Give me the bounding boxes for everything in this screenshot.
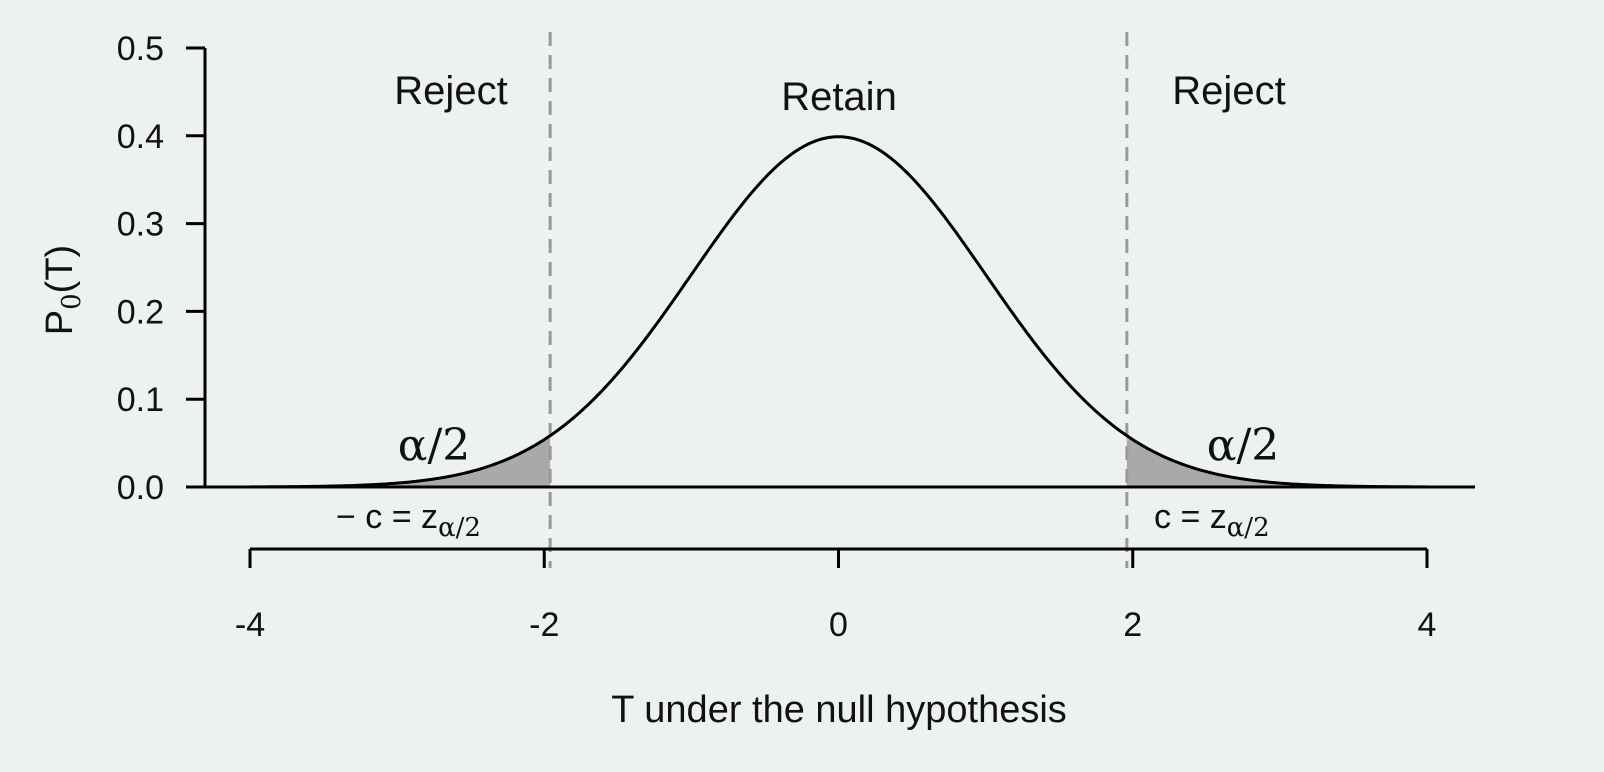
x-tick-label: 2 — [1123, 606, 1142, 644]
y-tick-label: 0.5 — [117, 30, 164, 68]
density-curve — [249, 135, 1428, 489]
left-tail-alpha-label: α/2 — [398, 420, 471, 471]
y-tick-label: 0.3 — [117, 206, 164, 244]
x-tick-label: -2 — [529, 606, 559, 644]
right-tail-area — [1126, 435, 1427, 487]
right-critical-value-label: c = zα/2 — [1154, 498, 1270, 543]
x-tick-label: -4 — [235, 606, 265, 644]
left-critical-value-label: − c = zα/2 — [336, 498, 481, 543]
y-tick-label: 0.4 — [117, 118, 164, 156]
y-tick-label: 0.1 — [117, 381, 164, 419]
y-axis: 0.0 0.1 0.2 0.3 0.4 0.5 — [117, 30, 207, 507]
left-tail-area — [250, 435, 551, 487]
y-tick-label: 0.0 — [117, 469, 164, 507]
left-reject-label: Reject — [394, 69, 507, 113]
critical-lines — [548, 32, 1129, 568]
rejection-tails — [250, 435, 1427, 487]
y-tick-label: 0.2 — [117, 293, 164, 331]
right-tail-alpha-label: α/2 — [1207, 420, 1280, 471]
retain-label: Retain — [781, 75, 897, 119]
y-axis-title: P0(T) — [39, 245, 87, 335]
x-tick-label: 4 — [1418, 606, 1437, 644]
x-axis-title: T under the null hypothesis — [611, 689, 1067, 731]
x-tick-label: 0 — [829, 606, 848, 644]
x-axis: -4 -2 0 2 4 — [235, 547, 1437, 644]
right-reject-label: Reject — [1172, 69, 1285, 113]
